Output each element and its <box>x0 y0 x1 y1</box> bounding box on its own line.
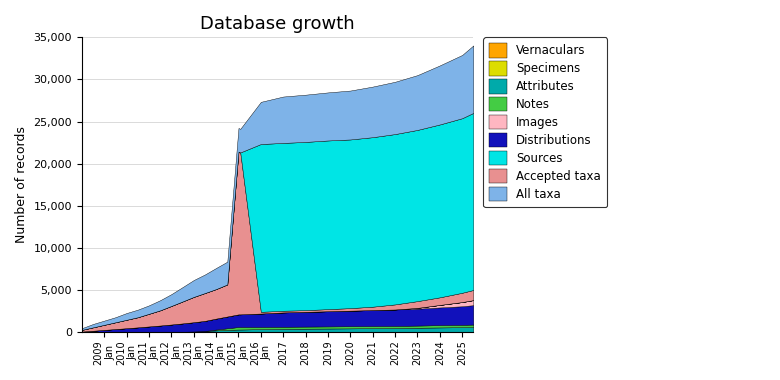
Y-axis label: Number of records: Number of records <box>15 127 28 243</box>
Legend: Vernaculars, Specimens, Attributes, Notes, Images, Distributions, Sources, Accep: Vernaculars, Specimens, Attributes, Note… <box>483 37 607 207</box>
Title: Database growth: Database growth <box>200 15 355 33</box>
